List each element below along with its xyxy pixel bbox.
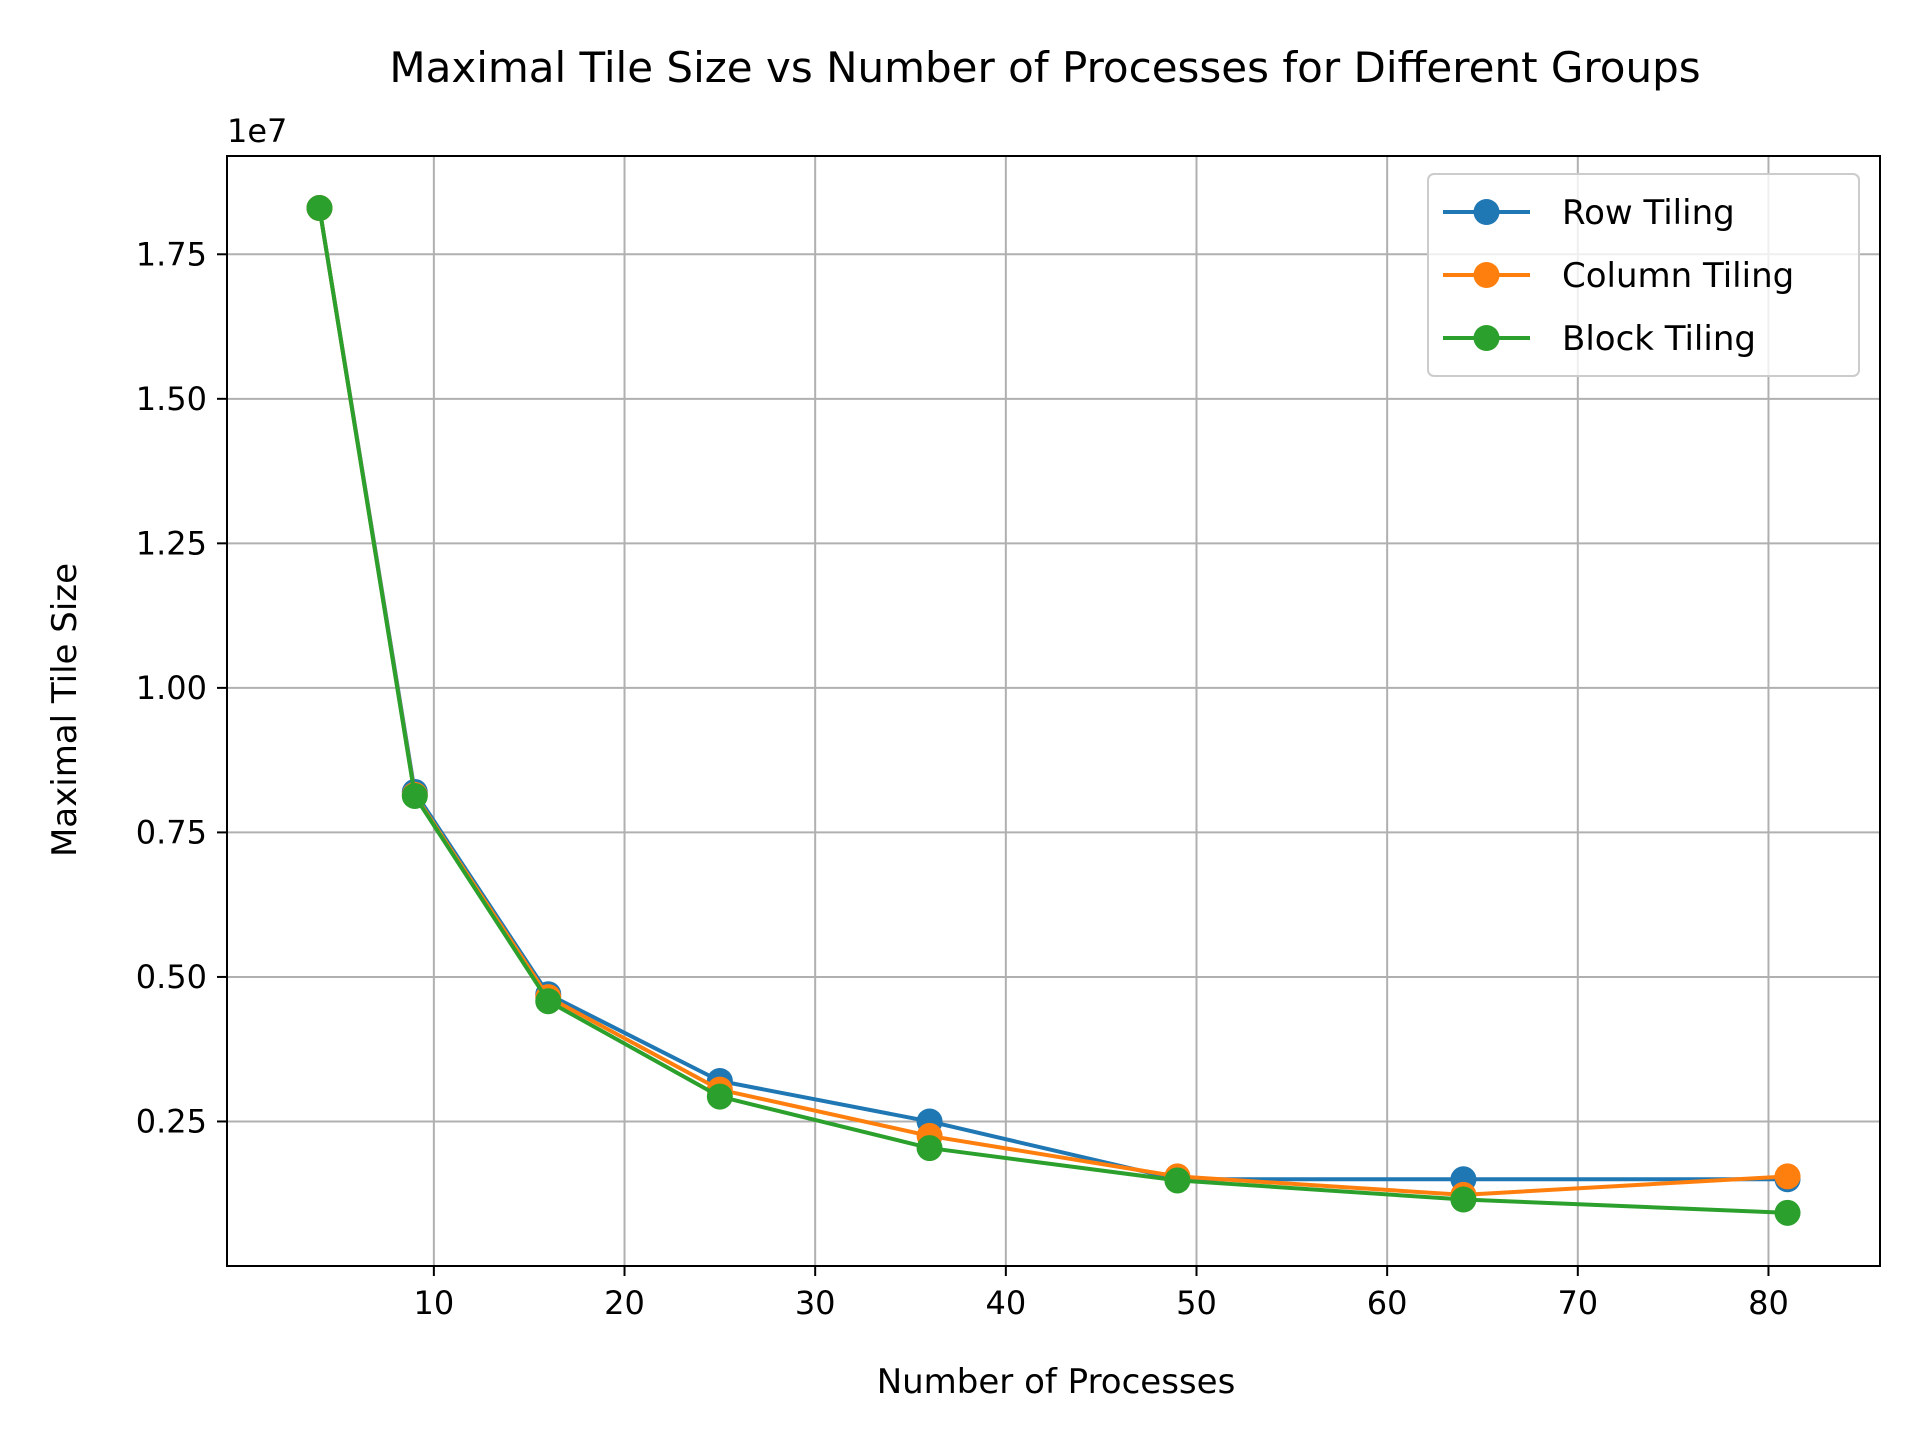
x-tick-label: 40	[985, 1284, 1026, 1322]
legend-item-row-tiling: Row Tiling	[1443, 193, 1735, 233]
data-point-block-tiling	[706, 1083, 733, 1110]
x-axis-label: Number of Processes	[877, 1362, 1236, 1402]
x-tick-label: 60	[1367, 1284, 1408, 1322]
legend-box	[1427, 173, 1860, 377]
data-point-column-tiling	[1774, 1163, 1801, 1190]
x-tick-label: 70	[1557, 1284, 1598, 1322]
legend-marker-row-tiling	[1473, 199, 1500, 225]
legend-label-column-tiling: Column Tiling	[1562, 256, 1794, 296]
y-axis-label: Maximal Tile Size	[45, 563, 85, 857]
chart-title: Maximal Tile Size vs Number of Processes…	[389, 43, 1700, 92]
y-axis-offset-label: 1e7	[227, 112, 287, 150]
series-block-tiling	[306, 195, 1801, 1226]
y-tick-label: 1.50	[136, 380, 207, 418]
data-point-block-tiling	[1164, 1167, 1191, 1194]
data-point-block-tiling	[1450, 1186, 1477, 1213]
y-tick-label: 0.50	[136, 958, 207, 996]
y-axis-ticks: 0.25 0.50 0.75 1.00 1.25 1.50 1.75	[136, 235, 227, 1140]
y-tick-label: 0.25	[136, 1102, 207, 1140]
data-point-block-tiling	[306, 195, 333, 222]
data-point-block-tiling	[1774, 1199, 1801, 1226]
data-point-block-tiling	[535, 988, 562, 1015]
plot-frame	[226, 155, 1881, 1267]
y-tick-label: 0.75	[136, 813, 207, 851]
x-tick-label: 50	[1176, 1284, 1217, 1322]
legend-marker-column-tiling	[1473, 262, 1500, 288]
y-tick-label: 1.75	[136, 235, 207, 273]
x-tick-label: 20	[604, 1284, 645, 1322]
x-tick-label: 10	[414, 1284, 455, 1322]
legend-item-block-tiling: Block Tiling	[1443, 319, 1756, 359]
legend-item-column-tiling: Column Tiling	[1443, 256, 1794, 296]
legend-label-block-tiling: Block Tiling	[1562, 319, 1756, 359]
x-tick-label: 80	[1748, 1284, 1789, 1322]
legend-marker-block-tiling	[1473, 325, 1500, 351]
x-tick-label: 30	[795, 1284, 836, 1322]
legend-label-row-tiling: Row Tiling	[1562, 193, 1735, 233]
x-axis-ticks: 10 20 30 40 50 60 70 80	[414, 1266, 1789, 1322]
y-tick-label: 1.00	[136, 669, 207, 707]
data-point-block-tiling	[401, 782, 428, 809]
data-point-block-tiling	[916, 1135, 943, 1162]
series-line-block-tiling	[317, 207, 1788, 1215]
legend: Row Tiling Column Tiling Block Tiling	[1427, 173, 1860, 377]
series-layer	[306, 195, 1801, 1226]
y-tick-label: 1.25	[136, 524, 207, 562]
